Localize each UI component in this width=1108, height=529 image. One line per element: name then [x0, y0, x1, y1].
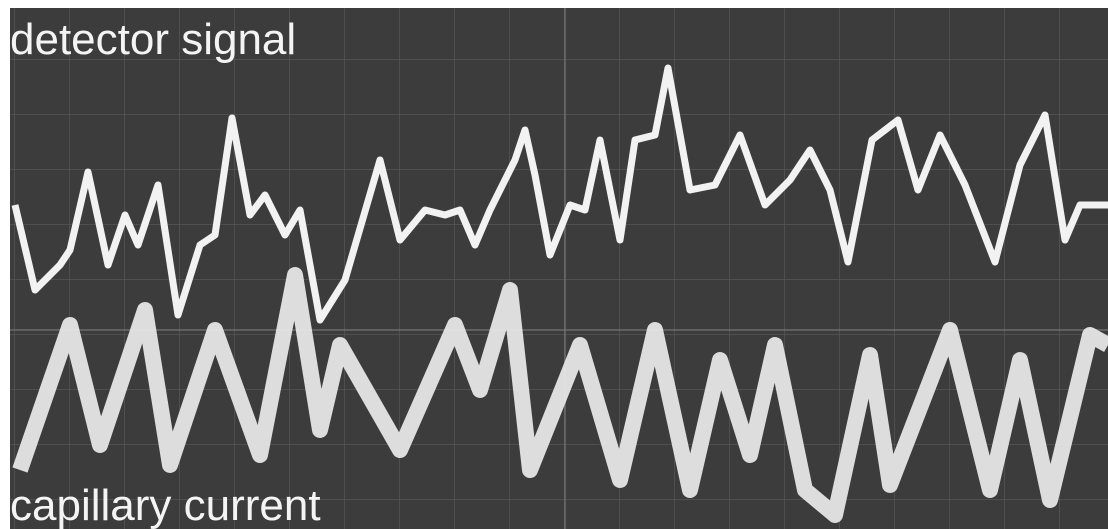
- bottom-label: capillary current: [10, 481, 321, 529]
- detector-signal-trace: [11, 64, 1108, 324]
- top-label: detector signal: [10, 15, 296, 64]
- capillary-current-trace: [12, 267, 1108, 523]
